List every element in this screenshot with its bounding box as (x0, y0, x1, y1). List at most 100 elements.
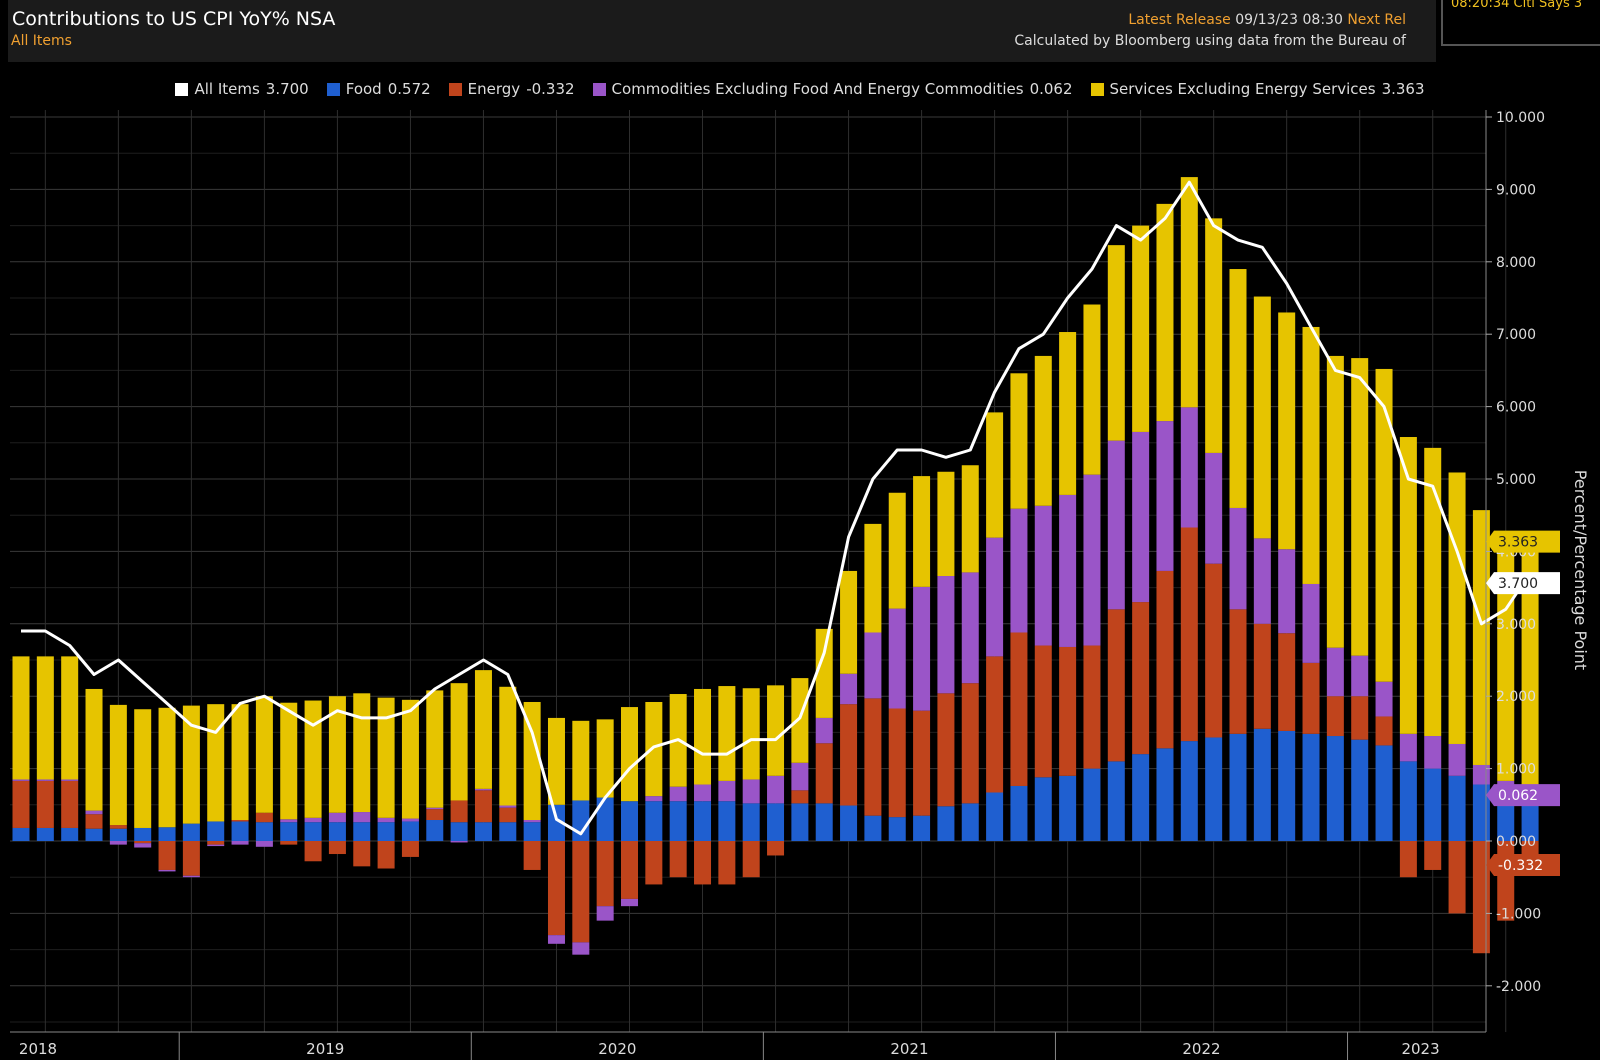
y-tick-label: 2.000 (1496, 689, 1536, 705)
bar-food (1156, 748, 1174, 841)
bar-services-excluding-energy-services (961, 465, 979, 573)
bar-commodities-excluding-food-and-energy-commodities (669, 786, 687, 802)
bar-food (986, 792, 1004, 841)
bar-services-excluding-energy-services (207, 704, 225, 822)
bar-food (1424, 768, 1442, 841)
bar-commodities-excluding-food-and-energy-commodities (499, 805, 517, 808)
bar-energy (913, 710, 931, 816)
bar-services-excluding-energy-services (1253, 296, 1271, 539)
bar-energy (1399, 841, 1417, 878)
bar-services-excluding-energy-services (1302, 326, 1320, 584)
bar-commodities-excluding-food-and-energy-commodities (1253, 538, 1271, 624)
legend-item-all-items[interactable]: All Items 3.700 (175, 78, 309, 100)
bar-energy (937, 693, 955, 807)
bar-food (1083, 768, 1101, 841)
bar-energy (182, 841, 200, 876)
y-tick-label: -2.000 (1496, 979, 1541, 995)
bar-services-excluding-energy-services (12, 656, 30, 780)
bar-services-excluding-energy-services (328, 696, 346, 813)
bar-food (669, 801, 687, 841)
bar-commodities-excluding-food-and-energy-commodities (182, 875, 200, 878)
bar-food (109, 828, 127, 841)
x-tick-label: 2020 (598, 1040, 636, 1058)
chart-legend: All Items 3.700 Food 0.572 Energy -0.332… (0, 78, 1600, 100)
bar-energy (158, 841, 176, 870)
bar-energy (353, 841, 371, 867)
bar-commodities-excluding-food-and-energy-commodities (158, 869, 176, 872)
legend-label: Food (345, 80, 382, 98)
bar-commodities-excluding-food-and-energy-commodities (1132, 431, 1150, 603)
y-tick-label: 6.000 (1496, 400, 1536, 416)
bar-energy (791, 790, 809, 804)
bar-services-excluding-energy-services (1472, 510, 1490, 765)
bar-commodities-excluding-food-and-energy-commodities (913, 586, 931, 711)
y-tick-label: 1.000 (1496, 762, 1536, 778)
y-tick-label: 9.000 (1496, 182, 1536, 198)
bar-energy (1107, 609, 1125, 762)
bar-food (523, 822, 541, 841)
legend-value: -0.332 (526, 80, 575, 98)
bar-services-excluding-energy-services (377, 697, 395, 818)
legend-item-food[interactable]: Food 0.572 (326, 78, 431, 100)
legend-item-core-goods[interactable]: Commodities Excluding Food And Energy Co… (592, 78, 1073, 100)
bar-energy (718, 841, 736, 885)
bar-commodities-excluding-food-and-energy-commodities (840, 673, 858, 705)
x-tick-label: 2019 (306, 1040, 344, 1058)
bar-food (937, 806, 955, 841)
legend-item-core-services[interactable]: Services Excluding Energy Services 3.363 (1090, 78, 1425, 100)
legend-value: 0.062 (1029, 80, 1073, 98)
end-tag-text: 0.062 (1498, 788, 1538, 804)
bar-services-excluding-energy-services (182, 705, 200, 824)
bar-services-excluding-energy-services (1424, 447, 1442, 737)
bar-energy (888, 708, 906, 818)
bar-energy (1229, 609, 1247, 734)
bar-commodities-excluding-food-and-energy-commodities (1180, 407, 1198, 528)
bar-energy (499, 807, 517, 823)
end-value-tags: 3.363 3.700 0.062 -0.332 (1486, 530, 1560, 877)
bar-services-excluding-energy-services (1034, 355, 1052, 506)
bar-services-excluding-energy-services (158, 707, 176, 828)
bar-energy (742, 841, 760, 878)
bar-food (12, 827, 30, 841)
bar-energy (961, 683, 979, 804)
legend-swatch (448, 82, 462, 96)
bar-services-excluding-energy-services (61, 656, 79, 780)
bar-food (1448, 775, 1466, 841)
bar-services-excluding-energy-services (450, 683, 468, 801)
legend-value: 3.700 (265, 80, 309, 98)
bar-food (1034, 777, 1052, 841)
bar-food (280, 822, 298, 841)
bar-services-excluding-energy-services (1180, 177, 1198, 408)
bar-services-excluding-energy-services (499, 686, 517, 806)
bar-commodities-excluding-food-and-energy-commodities (1424, 736, 1442, 769)
release-label: Latest Release (1128, 12, 1231, 28)
bar-energy (1424, 841, 1442, 870)
bar-food (1059, 775, 1077, 841)
bar-energy (61, 780, 79, 828)
bar-energy (85, 814, 103, 829)
bar-food (694, 801, 712, 841)
news-ticker[interactable]: 08:20:34 Citi Says 3 (1441, 0, 1600, 46)
bar-food (888, 817, 906, 841)
end-tag-box (1486, 854, 1560, 877)
bar-services-excluding-energy-services (109, 704, 127, 826)
bar-commodities-excluding-food-and-energy-commodities (694, 784, 712, 802)
bar-food (718, 801, 736, 841)
bar-commodities-excluding-food-and-energy-commodities (1010, 508, 1028, 633)
y-tick-label: 3.000 (1496, 617, 1536, 633)
bar-commodities-excluding-food-and-energy-commodities (401, 818, 419, 822)
bar-services-excluding-energy-services (426, 690, 444, 808)
bar-commodities-excluding-food-and-energy-commodities (207, 844, 225, 847)
bar-services-excluding-energy-services (864, 523, 882, 633)
bar-commodities-excluding-food-and-energy-commodities (864, 632, 882, 699)
legend-item-energy[interactable]: Energy -0.332 (448, 78, 575, 100)
bar-commodities-excluding-food-and-energy-commodities (61, 779, 79, 781)
bar-commodities-excluding-food-and-energy-commodities (85, 810, 103, 815)
bar-energy (1156, 570, 1174, 749)
bar-services-excluding-energy-services (791, 678, 809, 763)
bar-commodities-excluding-food-and-energy-commodities (450, 841, 468, 843)
bar-energy (1326, 696, 1344, 737)
bar-food (961, 803, 979, 841)
release-info: Latest Release 09/13/23 08:30 Next Rel (1128, 12, 1406, 28)
